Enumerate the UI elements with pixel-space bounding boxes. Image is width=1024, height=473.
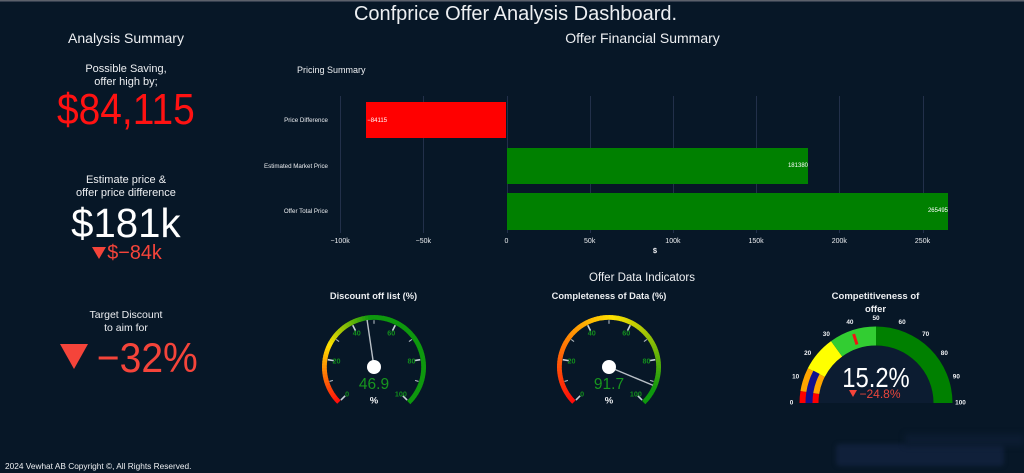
svg-text:10: 10 bbox=[792, 373, 800, 380]
svg-text:20: 20 bbox=[567, 357, 575, 366]
svg-text:91.7: 91.7 bbox=[594, 376, 624, 393]
svg-text:46.9: 46.9 bbox=[358, 376, 388, 393]
svg-text:0: 0 bbox=[345, 389, 349, 398]
svg-text:%: % bbox=[605, 396, 614, 407]
svg-text:100: 100 bbox=[630, 389, 642, 398]
svg-text:60: 60 bbox=[622, 329, 630, 338]
svg-text:60: 60 bbox=[387, 328, 395, 337]
svg-text:%: % bbox=[369, 395, 378, 406]
svg-text:80: 80 bbox=[643, 357, 651, 366]
svg-text:80: 80 bbox=[940, 350, 948, 357]
svg-text:100: 100 bbox=[394, 389, 406, 398]
svg-text:20: 20 bbox=[804, 350, 812, 357]
svg-text:60: 60 bbox=[898, 319, 906, 326]
svg-text:40: 40 bbox=[588, 329, 596, 338]
svg-text:80: 80 bbox=[407, 356, 415, 365]
svg-text:50: 50 bbox=[872, 315, 880, 322]
svg-text:40: 40 bbox=[352, 328, 360, 337]
svg-text:0: 0 bbox=[789, 400, 793, 407]
svg-text:70: 70 bbox=[922, 331, 930, 338]
svg-text:40: 40 bbox=[846, 319, 854, 326]
svg-text:15.2%: 15.2% bbox=[842, 361, 909, 393]
svg-text:0: 0 bbox=[580, 389, 584, 398]
svg-text:90: 90 bbox=[952, 373, 960, 380]
svg-text:20: 20 bbox=[332, 356, 340, 365]
svg-text:30: 30 bbox=[822, 331, 830, 338]
svg-text:100: 100 bbox=[955, 400, 966, 407]
